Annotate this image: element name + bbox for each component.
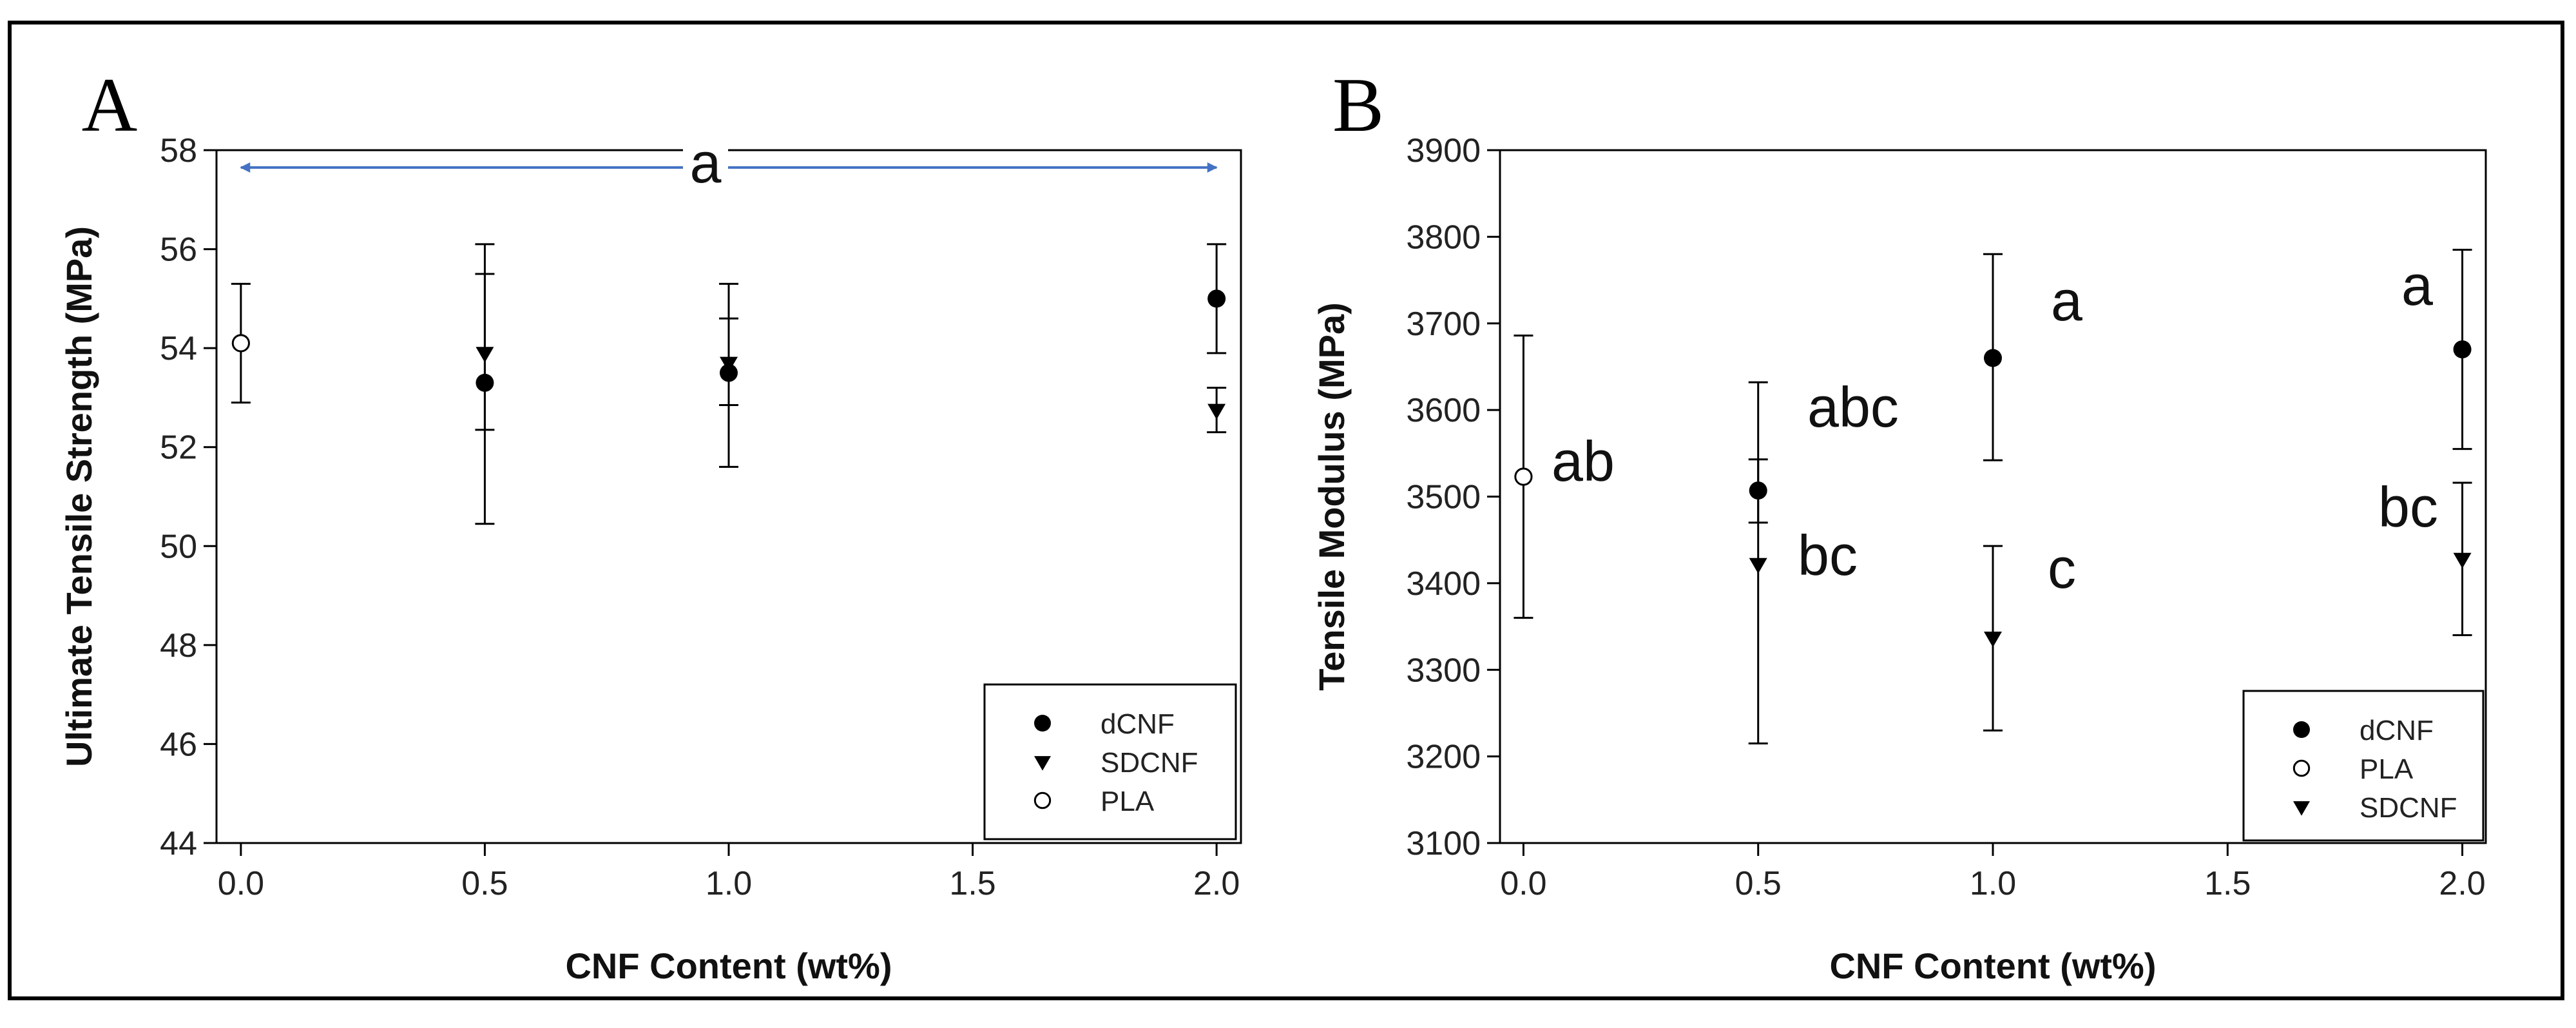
y-tick-label: 44: [160, 825, 197, 862]
data-point-sdcnf: [1984, 631, 2002, 648]
error-bar-sdcnf: [719, 282, 738, 406]
data-point-dcnf: [1207, 289, 1226, 308]
y-tick-label: 3400: [1406, 565, 1481, 603]
legend-label: SDCNF: [1101, 747, 1198, 779]
x-tick-label: 2.0: [1193, 865, 1240, 902]
panel-label: B: [1332, 62, 1384, 148]
significance-letter: bc: [2378, 475, 2438, 539]
legend-marker-dcnf: [2293, 721, 2310, 738]
data-point-sdcnf: [476, 347, 494, 363]
significance-letter: a: [690, 131, 722, 195]
y-tick-label: 3700: [1406, 305, 1481, 343]
legend-marker-sdcnf: [2293, 801, 2310, 816]
x-tick-label: 1.5: [2204, 865, 2251, 902]
significance-letter: a: [2051, 269, 2082, 333]
legend-label: dCNF: [1101, 708, 1175, 740]
legend-marker-dcnf: [1034, 715, 1051, 732]
significance-letter: abc: [1807, 375, 1899, 439]
error-bar-sdcnf: [475, 243, 495, 431]
y-tick-label: 3500: [1406, 479, 1481, 516]
legend-label: PLA: [1101, 786, 1155, 817]
x-tick-label: 1.5: [949, 865, 995, 902]
y-axis-title: Tensile Modulus (MPa): [1311, 302, 1352, 691]
x-tick-label: 1.0: [706, 865, 752, 902]
y-tick-label: 3600: [1406, 392, 1481, 429]
data-point-pla: [1514, 467, 1533, 486]
y-tick-label: 54: [160, 330, 197, 367]
significance-letter: ab: [1552, 429, 1615, 493]
legend: dCNF SDCNF PLA: [983, 683, 1237, 840]
legend-marker-pla: [1033, 791, 1052, 810]
chart-panel-b: B 3100 3200 3300 3400 3500 3600 3700 3800 3900 0.0…: [1311, 62, 2487, 986]
data-point-sdcnf: [1749, 558, 1767, 574]
legend: dCNF PLA SDCNF: [2242, 690, 2485, 842]
y-tick-label: 50: [160, 528, 197, 565]
legend-label: PLA: [2360, 753, 2414, 785]
y-axis-title: Ultimate Tensile Strength (MPa): [59, 226, 99, 767]
y-tick-label: 3100: [1406, 825, 1481, 862]
y-tick-label: 3300: [1406, 652, 1481, 689]
significance-letter: c: [2048, 536, 2076, 600]
significance-letter: a: [2401, 253, 2433, 317]
y-tick-label: 46: [160, 726, 197, 763]
data-point-sdcnf: [720, 356, 738, 373]
x-tick-label: 0.5: [461, 865, 508, 902]
data-point-sdcnf: [2453, 552, 2472, 568]
significance-letter: bc: [1798, 523, 1858, 587]
y-tick-label: 48: [160, 627, 197, 664]
x-tick-label: 2.0: [2439, 865, 2485, 902]
x-axis-title: CNF Content (wt%): [1829, 946, 2156, 986]
data-point-dcnf: [2453, 340, 2472, 359]
y-tick-label: 3800: [1406, 218, 1481, 256]
range-label-bg: [683, 135, 728, 193]
y-tick-label: 56: [160, 231, 197, 269]
legend-label: SDCNF: [2360, 792, 2457, 824]
x-axis-title: CNF Content (wt%): [565, 946, 892, 986]
data-point-sdcnf: [1207, 403, 1226, 420]
legend-box: [2242, 690, 2485, 842]
y-tick-label: 52: [160, 429, 197, 467]
y-tick-label: 58: [160, 132, 197, 170]
legend-label: dCNF: [2360, 715, 2434, 746]
data-point-dcnf: [1984, 349, 2002, 367]
figure-border: [8, 21, 2564, 1000]
chart-panel-a: A 44 46 48 50 52 54 56 58 0.0 0.5 1.0 1.5 2.0 CNF Cont…: [59, 62, 1242, 986]
legend-marker-pla: [2292, 759, 2311, 777]
x-tick-label: 0.5: [1735, 865, 1782, 902]
legend-box: [983, 683, 1237, 840]
x-tick-label: 0.0: [1500, 865, 1546, 902]
legend-marker-sdcnf: [1034, 756, 1051, 771]
y-tick-label: 3900: [1406, 132, 1481, 170]
x-tick-label: 1.0: [1970, 865, 2016, 902]
data-point-pla: [231, 334, 250, 353]
panel-label: A: [82, 62, 138, 148]
x-tick-label: 0.0: [218, 865, 264, 902]
y-tick-label: 3200: [1406, 739, 1481, 776]
